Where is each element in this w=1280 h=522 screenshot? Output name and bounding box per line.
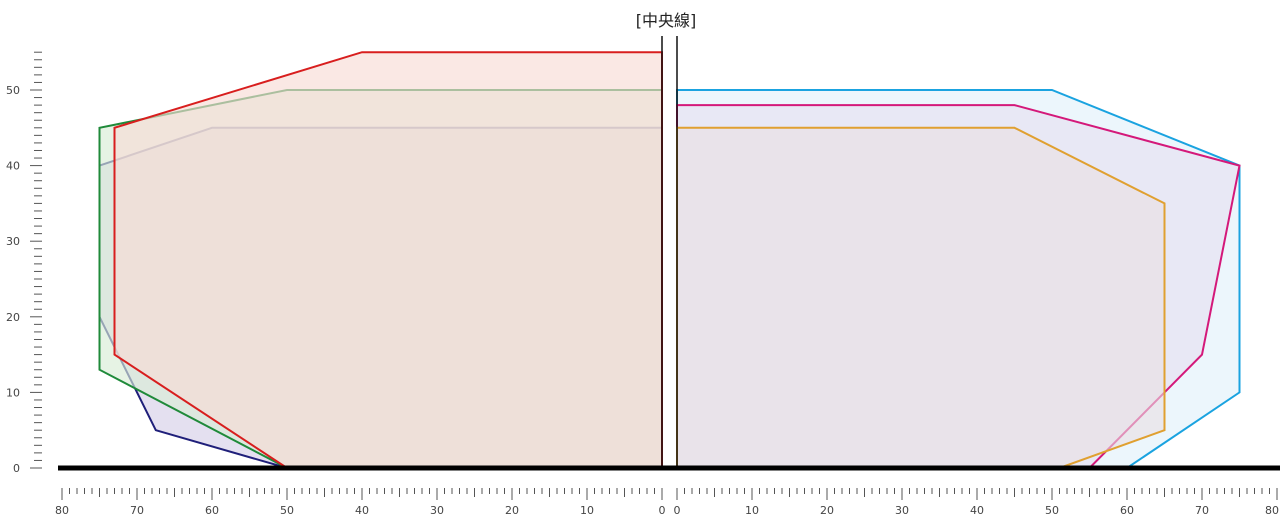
left-area-2 <box>113 51 663 469</box>
x-tick-label-right: 50 <box>1045 504 1059 517</box>
x-tick-label-left: 60 <box>205 504 219 517</box>
y-tick-label: 20 <box>6 311 20 324</box>
x-tick-label-right: 60 <box>1120 504 1134 517</box>
right-side-areas <box>676 89 1241 469</box>
y-tick-label: 10 <box>6 386 20 399</box>
x-tick-label-left: 40 <box>355 504 369 517</box>
y-tick-label: 50 <box>6 84 20 97</box>
right-area-2 <box>676 126 1166 469</box>
y-tick-label: 40 <box>6 160 20 173</box>
x-tick-label-right: 10 <box>745 504 759 517</box>
x-tick-label-right: 80 <box>1265 504 1279 517</box>
x-tick-label-right: 70 <box>1195 504 1209 517</box>
x-tick-label-left: 50 <box>280 504 294 517</box>
x-tick-label-left: 0 <box>659 504 666 517</box>
x-tick-label-left: 10 <box>580 504 594 517</box>
y-tick-label: 0 <box>13 462 20 475</box>
x-tick-label-left: 30 <box>430 504 444 517</box>
y-tick-label: 30 <box>6 235 20 248</box>
x-tick-label-left: 70 <box>130 504 144 517</box>
x-tick-label-right: 20 <box>820 504 834 517</box>
x-tick-label-right: 40 <box>970 504 984 517</box>
x-tick-label-right: 0 <box>674 504 681 517</box>
x-tick-label-left: 20 <box>505 504 519 517</box>
x-tick-label-right: 30 <box>895 504 909 517</box>
x-tick-label-left: 80 <box>55 504 69 517</box>
chart-title: [中央線] <box>636 11 697 30</box>
left-side-areas <box>98 51 663 469</box>
